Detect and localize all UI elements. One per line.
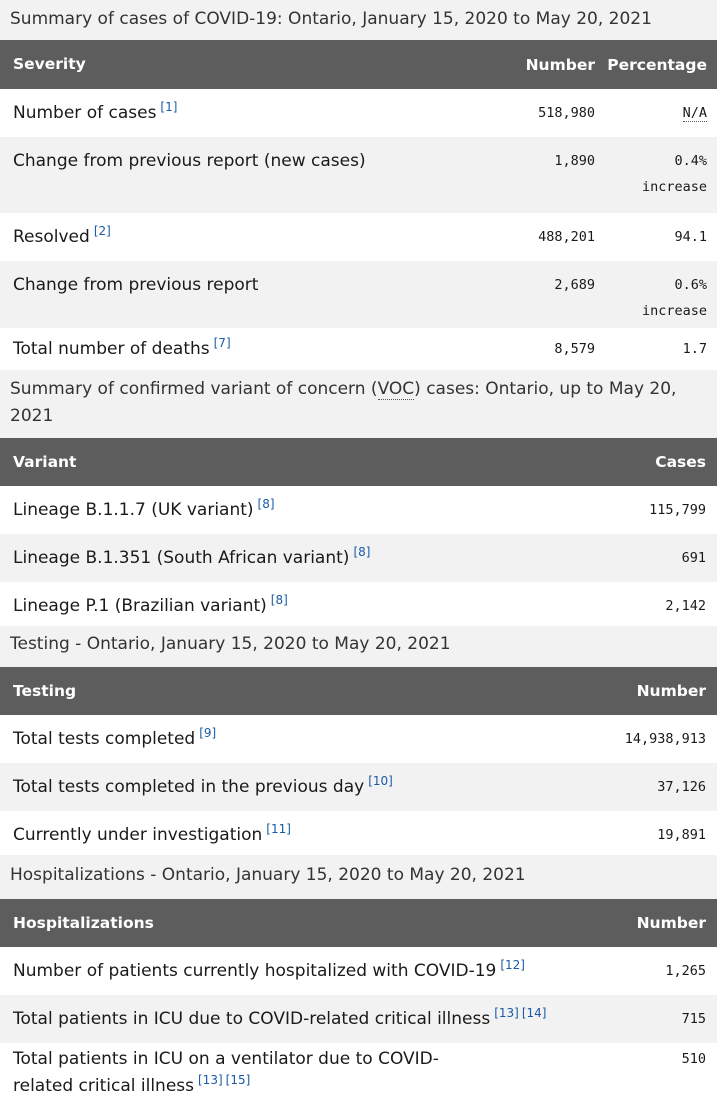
row-label: Total tests completed [9] bbox=[13, 726, 217, 749]
row-value: 691 bbox=[681, 550, 706, 566]
row-percentage: 94.1 bbox=[674, 229, 707, 245]
footnote-link[interactable]: [8] bbox=[353, 545, 371, 559]
voc-abbr: VOC bbox=[377, 379, 415, 400]
table-row: Total number of deaths [7] 8,579 1.7 bbox=[0, 328, 717, 370]
summary-caption: Summary of cases of COVID-19: Ontario, J… bbox=[0, 0, 717, 40]
footnote-link[interactable]: [13] bbox=[494, 1006, 519, 1020]
table-row: Lineage B.1.351 (South African variant)[… bbox=[0, 534, 717, 582]
row-number: 8,579 bbox=[554, 341, 595, 357]
row-percentage: 0.6% increase bbox=[603, 272, 717, 324]
variants-header-row: Variant Cases bbox=[0, 438, 717, 486]
table-row: Lineage P.1 (Brazilian variant) [8] 2,142 bbox=[0, 582, 717, 626]
not-applicable-abbr: N/A bbox=[682, 105, 707, 122]
table-row: Change from previous report (new cases) … bbox=[0, 137, 717, 213]
row-label: Lineage P.1 (Brazilian variant) [8] bbox=[13, 593, 288, 616]
row-percentage: 0.4% increase bbox=[603, 148, 717, 200]
percentage-note: increase bbox=[641, 179, 707, 195]
table-row: Number of cases [1] 518,980 N/A bbox=[0, 89, 717, 137]
row-value: 19,891 bbox=[657, 827, 706, 843]
row-value: 715 bbox=[681, 1011, 706, 1027]
footnote-link[interactable]: [13] bbox=[198, 1073, 223, 1087]
row-label: Number of patients currently hospitalize… bbox=[13, 958, 525, 981]
row-percentage: N/A bbox=[603, 100, 717, 127]
summary-caption-text: Summary of cases of COVID-19: Ontario, J… bbox=[10, 9, 652, 29]
row-label: Lineage B.1.351 (South African variant)[… bbox=[13, 545, 371, 568]
testing-header: Testing bbox=[13, 681, 77, 700]
cases-header: Cases bbox=[655, 453, 706, 471]
table-row: Total tests completed in the previous da… bbox=[0, 763, 717, 811]
row-value: 2,142 bbox=[665, 598, 706, 614]
hospitalizations-header-row: Hospitalizations Number bbox=[0, 899, 717, 947]
percentage-note: increase bbox=[641, 303, 707, 319]
footnote-link[interactable]: [9] bbox=[199, 726, 217, 740]
footnote-link[interactable]: [1] bbox=[160, 100, 178, 114]
row-label: Change from previous report bbox=[13, 275, 259, 295]
row-value: 1,265 bbox=[665, 963, 706, 979]
variant-header: Variant bbox=[13, 452, 77, 471]
table-row: Total patients in ICU due to COVID-relat… bbox=[0, 995, 717, 1043]
testing-caption: Testing - Ontario, January 15, 2020 to M… bbox=[0, 626, 717, 667]
table-row: Resolved [2] 488,201 94.1 bbox=[0, 213, 717, 261]
testing-number-header: Number bbox=[636, 682, 706, 700]
hospitalizations-header: Hospitalizations bbox=[13, 913, 154, 932]
row-value: 37,126 bbox=[657, 779, 706, 795]
footnote-link[interactable]: [2] bbox=[93, 224, 111, 238]
footnote-link[interactable]: [15] bbox=[225, 1073, 251, 1087]
footnote-link[interactable]: [10] bbox=[368, 774, 393, 788]
number-header: Number bbox=[525, 55, 595, 74]
table-row: Total patients in ICU on a ventilator du… bbox=[0, 1043, 717, 1105]
testing-header-row: Testing Number bbox=[0, 667, 717, 715]
row-label: Lineage B.1.1.7 (UK variant) [8] bbox=[13, 497, 275, 520]
row-number: 1,890 bbox=[554, 153, 595, 169]
row-label: Total patients in ICU due to COVID-relat… bbox=[13, 1006, 547, 1029]
footnote-link[interactable]: [8] bbox=[257, 497, 275, 511]
row-percentage: 1.7 bbox=[682, 341, 707, 357]
summary-header-row: Severity Number Percentage bbox=[0, 40, 717, 89]
footnote-link[interactable]: [14] bbox=[521, 1006, 547, 1020]
table-row: Number of patients currently hospitalize… bbox=[0, 947, 717, 995]
row-value: 14,938,913 bbox=[624, 731, 706, 747]
row-label: Currently under investigation [11] bbox=[13, 822, 291, 845]
footnote-link[interactable]: [7] bbox=[213, 336, 231, 350]
hospitalizations-number-header: Number bbox=[636, 914, 706, 932]
row-number: 488,201 bbox=[538, 229, 595, 245]
hospitalizations-caption: Hospitalizations - Ontario, January 15, … bbox=[0, 855, 717, 899]
row-label: Number of cases [1] bbox=[13, 100, 178, 123]
row-value: 510 bbox=[681, 1051, 706, 1067]
variants-caption: Summary of confirmed variant of concern … bbox=[0, 370, 717, 438]
table-row: Lineage B.1.1.7 (UK variant) [8] 115,799 bbox=[0, 486, 717, 534]
row-label: Change from previous report (new cases) bbox=[13, 151, 366, 171]
row-value: 115,799 bbox=[649, 502, 706, 518]
row-number: 2,689 bbox=[554, 277, 595, 293]
row-label: Total patients in ICU on a ventilator du… bbox=[13, 1049, 439, 1096]
table-row: Total tests completed [9] 14,938,913 bbox=[0, 715, 717, 763]
table-row: Currently under investigation [11] 19,891 bbox=[0, 811, 717, 855]
row-label: Total tests completed in the previous da… bbox=[13, 774, 393, 797]
percentage-header: Percentage bbox=[607, 55, 707, 74]
footnote-link[interactable]: [8] bbox=[270, 593, 288, 607]
row-label: Resolved [2] bbox=[13, 224, 111, 247]
row-label: Total number of deaths [7] bbox=[13, 336, 231, 359]
footnote-link[interactable]: [11] bbox=[266, 822, 291, 836]
severity-header: Severity bbox=[13, 55, 86, 73]
row-number: 518,980 bbox=[538, 105, 595, 121]
table-row: Change from previous report 2,689 0.6% i… bbox=[0, 261, 717, 328]
footnote-link[interactable]: [12] bbox=[500, 958, 525, 972]
